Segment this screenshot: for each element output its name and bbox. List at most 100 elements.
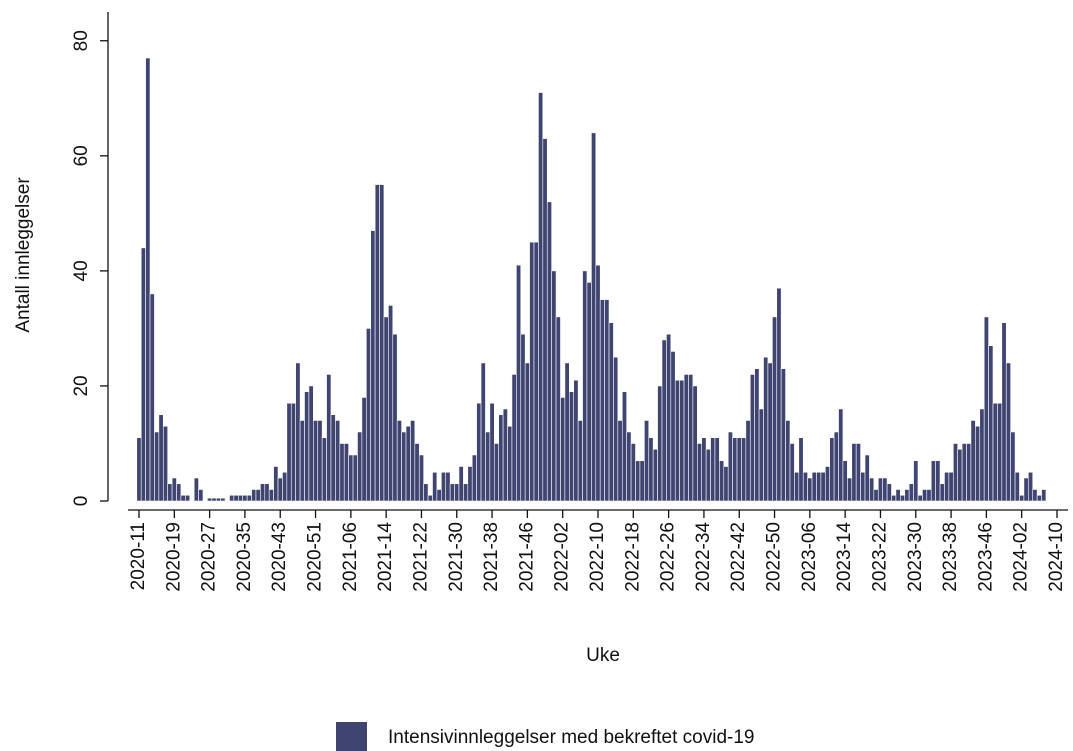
bar — [719, 460, 725, 502]
bar — [383, 316, 389, 502]
x-tick-label: 2023-38 — [940, 522, 961, 592]
bar — [1032, 489, 1038, 502]
bar — [1005, 362, 1011, 502]
bar — [290, 402, 296, 502]
bar — [891, 494, 897, 502]
bar — [599, 299, 605, 502]
bar — [961, 443, 967, 502]
bar — [445, 471, 451, 502]
bar — [904, 489, 910, 502]
bar — [847, 477, 853, 502]
bar — [811, 471, 817, 502]
bar — [842, 460, 848, 502]
bar — [405, 425, 411, 502]
bar — [268, 489, 274, 502]
bar — [436, 489, 442, 502]
bar — [286, 402, 292, 502]
bar — [365, 328, 372, 502]
bar — [1028, 471, 1034, 502]
bar — [317, 420, 323, 502]
bar — [485, 431, 491, 502]
bar — [877, 477, 883, 502]
bar — [692, 385, 698, 502]
bar — [180, 494, 186, 502]
bar — [396, 420, 402, 502]
bar — [246, 494, 252, 502]
bar — [480, 362, 486, 502]
bar — [617, 420, 623, 502]
bar — [1019, 494, 1025, 502]
bar — [1010, 431, 1016, 502]
bar — [207, 497, 213, 502]
bar — [900, 494, 906, 502]
bar — [388, 305, 394, 502]
bar — [361, 397, 367, 502]
x-tick-label: 2022-26 — [658, 522, 679, 592]
bar — [975, 425, 981, 502]
bar — [277, 477, 283, 502]
bar — [657, 385, 663, 502]
bar — [1036, 494, 1042, 502]
bar — [167, 483, 173, 502]
bar — [458, 466, 464, 502]
bar — [577, 420, 583, 502]
x-tick-label: 2022-42 — [728, 522, 749, 592]
x-tick-label: 2020-35 — [234, 522, 255, 592]
bar — [410, 420, 416, 502]
bar — [162, 425, 168, 502]
bar — [763, 356, 769, 502]
bar — [158, 414, 164, 502]
bar — [644, 420, 650, 502]
bar — [379, 184, 385, 502]
bar — [988, 345, 994, 502]
bar — [149, 293, 155, 502]
bar — [895, 489, 901, 502]
bar — [339, 443, 345, 502]
bar — [176, 483, 182, 502]
bar — [1041, 489, 1047, 502]
bar — [679, 379, 685, 502]
bar — [591, 132, 597, 502]
bar — [688, 374, 694, 502]
y-tick-label: 60 — [71, 145, 92, 166]
bar — [1001, 322, 1007, 502]
bar — [824, 466, 831, 502]
bar — [926, 489, 932, 502]
bar — [370, 230, 376, 502]
bar — [630, 443, 636, 502]
x-tick-label: 2020-11 — [128, 522, 149, 590]
x-tick-label: 2021-14 — [375, 522, 396, 592]
bar — [855, 443, 861, 502]
x-tick-label: 2023-22 — [869, 522, 890, 592]
bar — [348, 454, 354, 502]
y-tick-label: 80 — [71, 30, 92, 51]
bar — [441, 471, 447, 502]
bar — [193, 477, 199, 502]
bar — [313, 420, 319, 502]
bar — [423, 483, 429, 502]
bar — [674, 379, 680, 502]
bar — [767, 362, 773, 502]
bar — [564, 362, 570, 502]
bar — [533, 241, 539, 502]
bar — [233, 494, 239, 502]
bar — [352, 454, 358, 502]
bar — [948, 471, 954, 502]
bar — [772, 316, 778, 502]
x-tick-label: 2020-27 — [199, 522, 220, 592]
bar — [140, 247, 146, 502]
x-tick-label: 2023-46 — [975, 522, 996, 592]
bar — [957, 448, 963, 502]
bar — [798, 437, 804, 502]
bar — [789, 443, 795, 502]
bar — [939, 483, 945, 502]
bar — [343, 443, 349, 502]
bar — [273, 466, 279, 502]
bar — [569, 391, 575, 502]
bar — [198, 489, 204, 502]
bar — [211, 497, 217, 502]
bar — [626, 431, 632, 502]
bar — [551, 270, 557, 502]
bar — [171, 477, 177, 502]
